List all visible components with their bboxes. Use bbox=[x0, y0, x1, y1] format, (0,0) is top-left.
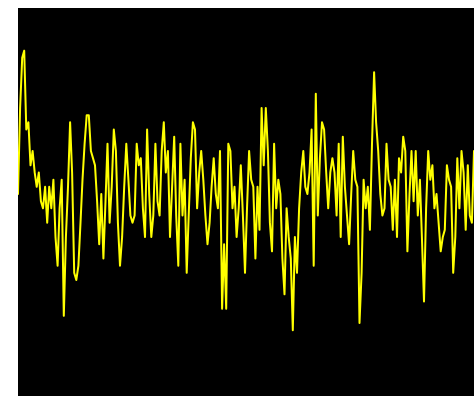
waveform-chart bbox=[18, 8, 474, 396]
waveform-series-line bbox=[18, 49, 474, 332]
plot-area bbox=[18, 8, 474, 396]
